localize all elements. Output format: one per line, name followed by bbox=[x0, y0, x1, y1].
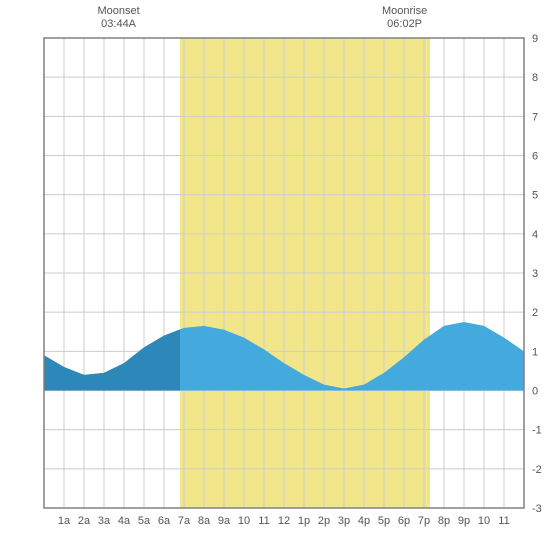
svg-text:2a: 2a bbox=[78, 515, 91, 527]
svg-text:3: 3 bbox=[532, 268, 538, 280]
svg-text:2p: 2p bbox=[318, 515, 330, 527]
svg-text:6: 6 bbox=[532, 151, 538, 163]
chart-svg: -3-2-101234567891a2a3a4a5a6a7a8a9a101112… bbox=[0, 0, 550, 550]
moonset-label: Moonset 03:44A bbox=[79, 5, 159, 31]
svg-text:1a: 1a bbox=[58, 515, 71, 527]
svg-text:11: 11 bbox=[498, 515, 509, 527]
svg-text:12: 12 bbox=[278, 515, 290, 527]
svg-text:5p: 5p bbox=[378, 515, 390, 527]
svg-text:1: 1 bbox=[532, 346, 538, 358]
moonset-time: 03:44A bbox=[79, 18, 159, 31]
svg-text:10: 10 bbox=[478, 515, 490, 527]
svg-text:5a: 5a bbox=[138, 515, 151, 527]
svg-text:8a: 8a bbox=[198, 515, 211, 527]
svg-text:7: 7 bbox=[532, 111, 538, 123]
svg-text:6a: 6a bbox=[158, 515, 171, 527]
moonset-title: Moonset bbox=[79, 5, 159, 18]
svg-text:4: 4 bbox=[532, 229, 538, 241]
svg-text:10: 10 bbox=[238, 515, 250, 527]
moonrise-label: Moonrise 06:02P bbox=[365, 5, 445, 31]
svg-text:-2: -2 bbox=[532, 464, 542, 476]
tide-chart: Moonset 03:44A Moonrise 06:02P -3-2-1012… bbox=[0, 0, 550, 550]
svg-text:6p: 6p bbox=[398, 515, 410, 527]
svg-text:-1: -1 bbox=[532, 425, 542, 437]
svg-text:9p: 9p bbox=[458, 515, 470, 527]
moonrise-title: Moonrise bbox=[365, 5, 445, 18]
svg-text:3a: 3a bbox=[98, 515, 111, 527]
svg-text:7p: 7p bbox=[418, 515, 430, 527]
svg-text:2: 2 bbox=[532, 307, 538, 319]
svg-text:11: 11 bbox=[258, 515, 269, 527]
svg-text:-3: -3 bbox=[532, 503, 542, 515]
svg-text:4a: 4a bbox=[118, 515, 131, 527]
svg-text:1p: 1p bbox=[298, 515, 310, 527]
svg-text:8p: 8p bbox=[438, 515, 450, 527]
svg-text:9a: 9a bbox=[218, 515, 231, 527]
svg-text:5: 5 bbox=[532, 190, 538, 202]
moonrise-time: 06:02P bbox=[365, 18, 445, 31]
svg-text:9: 9 bbox=[532, 33, 538, 45]
svg-text:7a: 7a bbox=[178, 515, 191, 527]
svg-text:3p: 3p bbox=[338, 515, 350, 527]
svg-text:0: 0 bbox=[532, 386, 538, 398]
svg-text:4p: 4p bbox=[358, 515, 370, 527]
svg-text:8: 8 bbox=[532, 72, 538, 84]
